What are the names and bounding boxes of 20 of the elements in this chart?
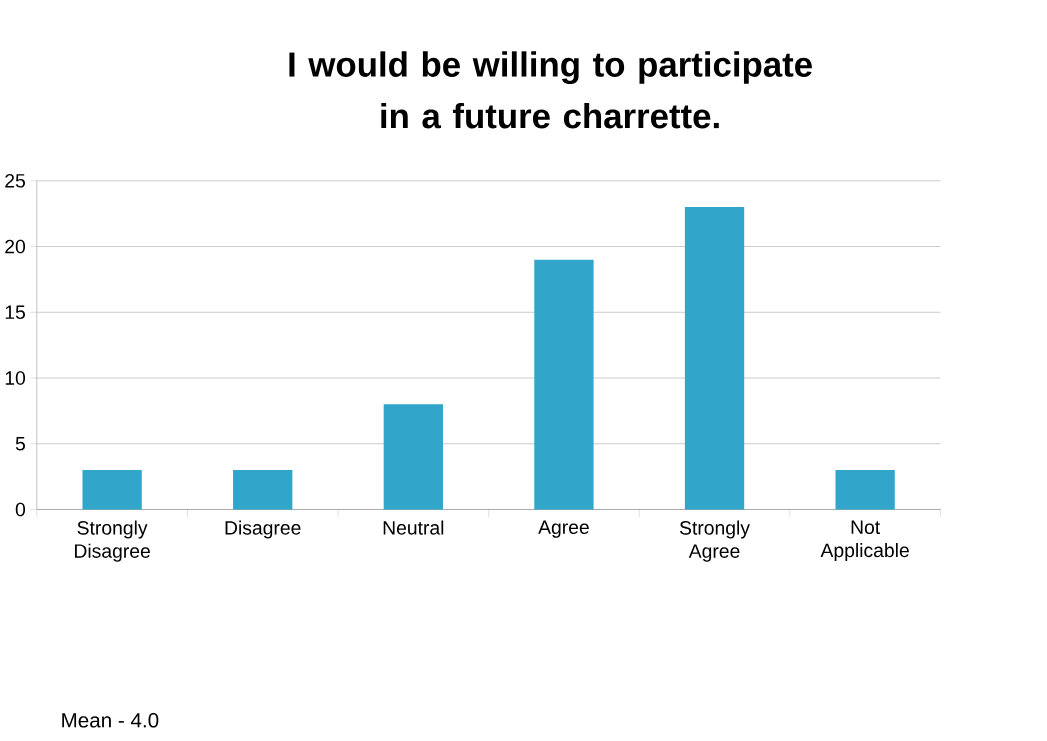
y-tick-label: 25 — [5, 174, 25, 188]
x-tick-label: Strongly Agree — [679, 520, 750, 562]
x-tick-label: Not Applicable — [820, 520, 909, 562]
bar — [82, 470, 142, 510]
bar — [684, 207, 745, 510]
bar — [383, 404, 443, 510]
bar — [534, 259, 594, 510]
bar — [233, 470, 293, 510]
y-tick-label: 20 — [5, 239, 26, 254]
x-tick-label: Disagree — [225, 520, 301, 539]
x-tick-label: Strongly Disagree — [74, 520, 150, 562]
x-tick-label: Agree — [538, 520, 589, 539]
chart-title: I would be willing to participate in a future charrette. — [289, 51, 812, 129]
y-tick-label: 0 — [15, 502, 26, 517]
text: Mean - 4.0 — [62, 713, 159, 728]
bar — [835, 470, 895, 510]
y-tick-label: 5 — [15, 437, 25, 451]
y-tick-label: 15 — [5, 305, 25, 320]
x-tick-label: Neutral — [383, 520, 444, 535]
y-tick-label: 10 — [5, 371, 26, 386]
